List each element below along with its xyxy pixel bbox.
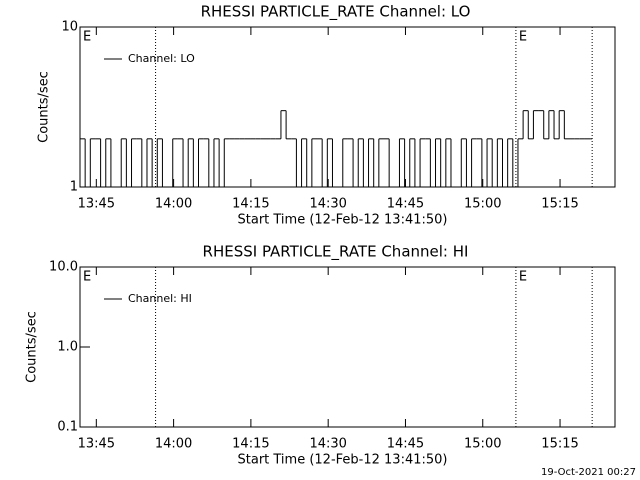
chart-title: RHESSI PARTICLE_RATE Channel: HI [203, 243, 469, 262]
x-tick-label: 14:00 [155, 197, 192, 212]
chart-title: RHESSI PARTICLE_RATE Channel: LO [201, 3, 471, 22]
x-tick-label: 14:45 [387, 437, 424, 452]
y-tick-label: 1.0 [57, 340, 78, 355]
x-tick-label: 13:45 [78, 437, 115, 452]
x-tick-label: 13:45 [78, 197, 115, 212]
y-axis-label: Counts/sec [25, 311, 40, 383]
x-tick-label: 15:00 [464, 437, 501, 452]
annotation: E [519, 270, 527, 285]
x-tick-label: 14:15 [232, 437, 269, 452]
y-tick-label: 0.1 [57, 420, 78, 435]
x-tick-label: 14:45 [387, 197, 424, 212]
y-tick-label: 1 [70, 180, 78, 195]
x-tick-label: 14:15 [232, 197, 269, 212]
footer: 19-Oct-2021 00:27 [541, 467, 636, 478]
plot-frame [79, 26, 616, 188]
annotation: E [83, 270, 91, 285]
x-axis-label: Start Time (12-Feb-12 13:41:50) [238, 453, 448, 468]
x-tick-label: 15:15 [541, 197, 578, 212]
legend-label: Channel: HI [128, 292, 192, 305]
x-axis-label: Start Time (12-Feb-12 13:41:50) [238, 213, 448, 228]
y-tick-label: 10.0 [49, 260, 78, 275]
y-axis-label: Counts/sec [37, 71, 52, 143]
annotation: E [83, 30, 91, 45]
x-tick-label: 14:30 [309, 437, 346, 452]
x-tick-label: 14:00 [155, 437, 192, 452]
x-tick-label: 15:15 [541, 437, 578, 452]
x-tick-label: 14:30 [309, 197, 346, 212]
x-tick-label: 15:00 [464, 197, 501, 212]
annotation: E [519, 30, 527, 45]
y-tick-label: 10 [61, 20, 78, 35]
legend-label: Channel: LO [128, 52, 195, 65]
